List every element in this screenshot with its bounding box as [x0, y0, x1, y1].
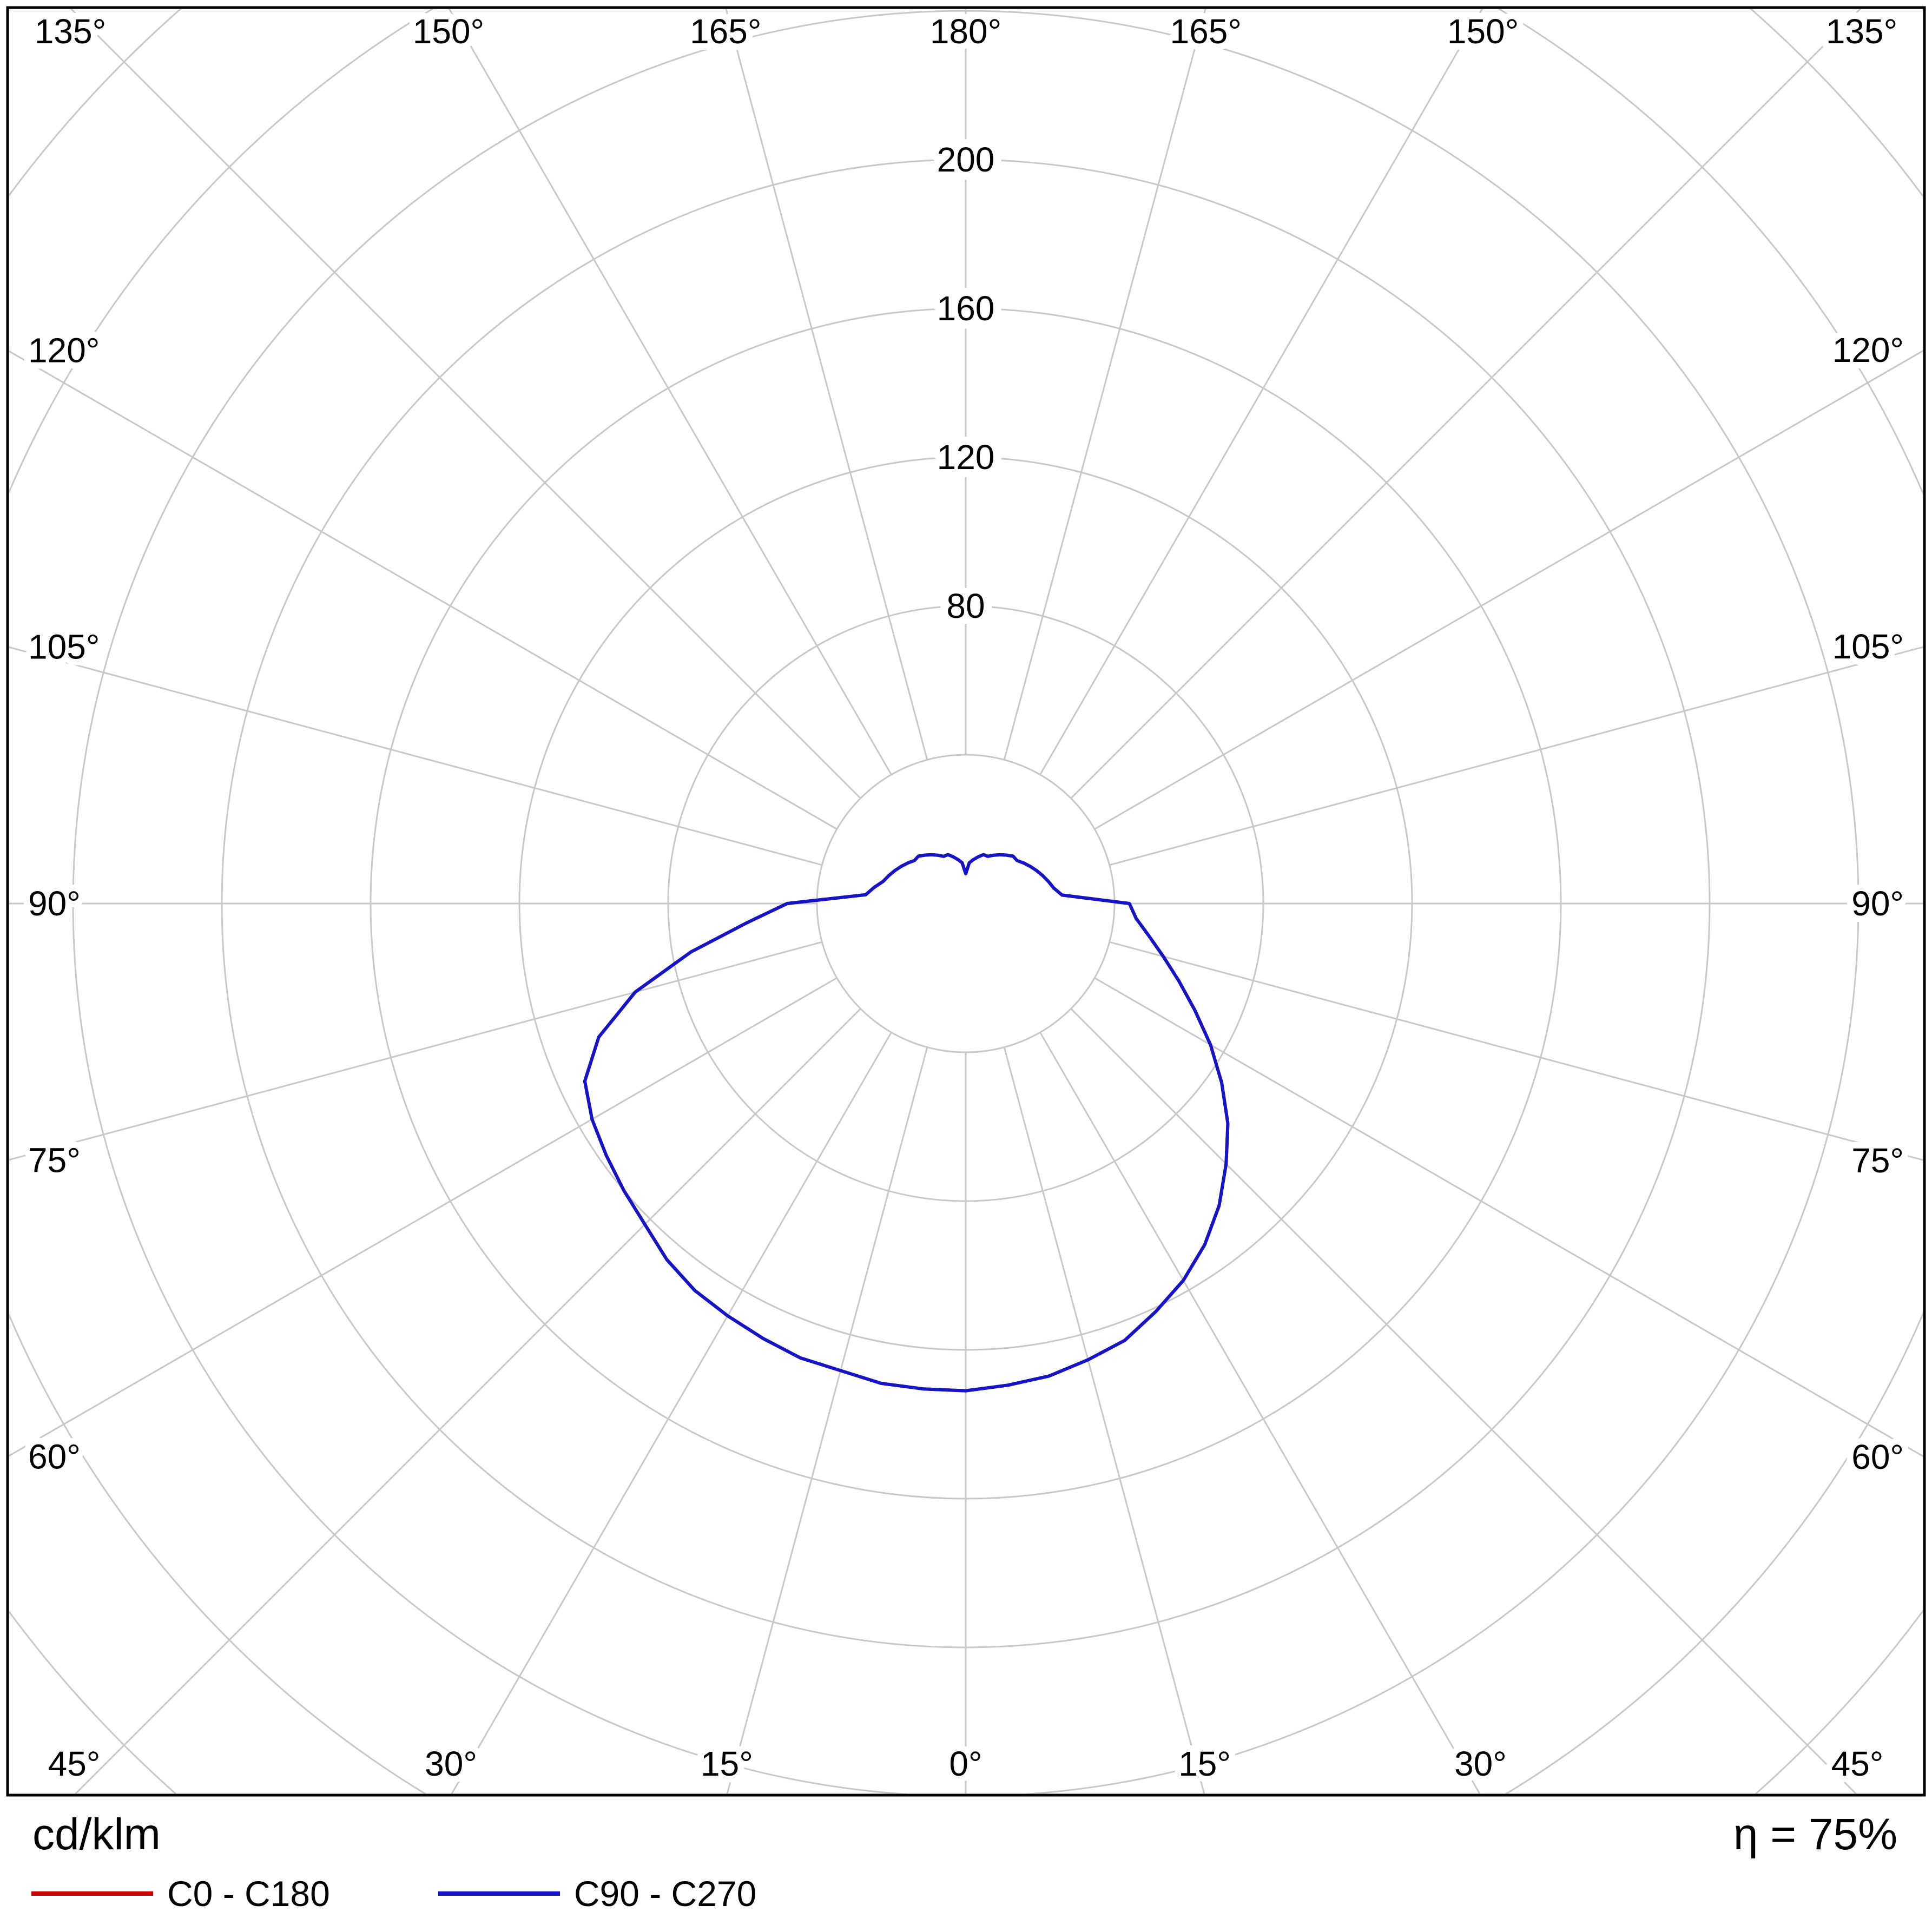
- grid-spoke: [74, 1008, 861, 1793]
- angle-tick-label: 150°: [1447, 12, 1519, 51]
- grid-spoke: [1039, 9, 1483, 775]
- grid-spoke: [1094, 350, 1923, 830]
- grid-spoke: [1109, 646, 1923, 866]
- grid-spoke: [9, 977, 838, 1457]
- legend-label-c0-c180: C0 - C180: [167, 1874, 330, 1914]
- radial-tick-label: 160: [937, 289, 995, 328]
- efficiency-label: η = 75%: [1733, 1810, 1897, 1859]
- grid-spoke: [448, 9, 892, 775]
- grid-spoke: [70, 9, 861, 799]
- polar-grid: [9, 9, 1923, 1793]
- legend-label-c90-c270: C90 - C270: [573, 1874, 757, 1914]
- grid-spoke: [9, 350, 838, 830]
- grid-spoke: [1094, 977, 1923, 1458]
- angle-tick-label: 180°: [930, 12, 1001, 51]
- angle-tick-label: 90°: [1851, 884, 1904, 923]
- radial-tick-label: 200: [937, 140, 995, 179]
- angle-tick-label: 45°: [1831, 1744, 1884, 1783]
- angle-tick-label: 135°: [1826, 12, 1897, 51]
- grid-spoke: [1070, 1008, 1857, 1793]
- legend-top-row: cd/klm η = 75%: [0, 1803, 1932, 1859]
- grid-spoke: [725, 9, 928, 760]
- units-label: cd/klm: [32, 1810, 161, 1859]
- grid-spoke: [1109, 941, 1923, 1161]
- angle-tick-label: 90°: [28, 884, 81, 923]
- polar-photometric-chart: 80 120 160 200 0° 15° 15° 30° 30° 45° 45° 60° 60° 75°…: [6, 5, 1926, 1797]
- angle-tick-label: 15°: [1178, 1744, 1231, 1783]
- angle-tick-label: 30°: [425, 1744, 477, 1783]
- angle-tick-label: 0°: [949, 1744, 982, 1783]
- angle-tick-label: 75°: [1851, 1141, 1904, 1180]
- angle-tick-label: 60°: [1851, 1438, 1904, 1476]
- angle-tick-label: 75°: [28, 1141, 81, 1180]
- angle-tick-label: 105°: [1832, 627, 1904, 666]
- angle-tick-label: 30°: [1454, 1744, 1507, 1783]
- angle-tick-label: 120°: [1832, 331, 1904, 370]
- angle-tick-label: 45°: [48, 1744, 101, 1783]
- angle-tick-label: 105°: [28, 627, 100, 666]
- angle-tick-label: 60°: [28, 1437, 81, 1476]
- angle-tick-label: 165°: [690, 12, 761, 51]
- grid-spoke: [1039, 1032, 1481, 1793]
- grid-spoke: [1070, 9, 1862, 799]
- radial-tick-label: 120: [937, 438, 995, 477]
- grid-spoke: [451, 1032, 892, 1793]
- grid-spoke: [9, 646, 822, 866]
- angle-tick-label: 150°: [413, 12, 484, 51]
- angle-tick-label: 120°: [28, 331, 100, 370]
- angle-tick-label: 165°: [1170, 12, 1242, 51]
- legend-line-c90-c270: [438, 1891, 560, 1896]
- angle-tick-label: 15°: [701, 1744, 753, 1783]
- radial-tick-label: 80: [946, 586, 985, 625]
- legend: C0 - C180 C90 - C270: [0, 1859, 1932, 1914]
- legend-line-c0-c180: [31, 1891, 153, 1896]
- curve-C90-C270: [583, 853, 1230, 1393]
- grid-spoke: [726, 1047, 928, 1793]
- polar-chart-svg: 80 120 160 200 0° 15° 15° 30° 30° 45° 45° 60° 60° 75°…: [6, 5, 1926, 1797]
- angle-tick-label: 135°: [35, 12, 106, 51]
- grid-spoke: [1003, 1047, 1205, 1793]
- grid-spoke: [9, 941, 822, 1161]
- grid-spoke: [1003, 9, 1206, 760]
